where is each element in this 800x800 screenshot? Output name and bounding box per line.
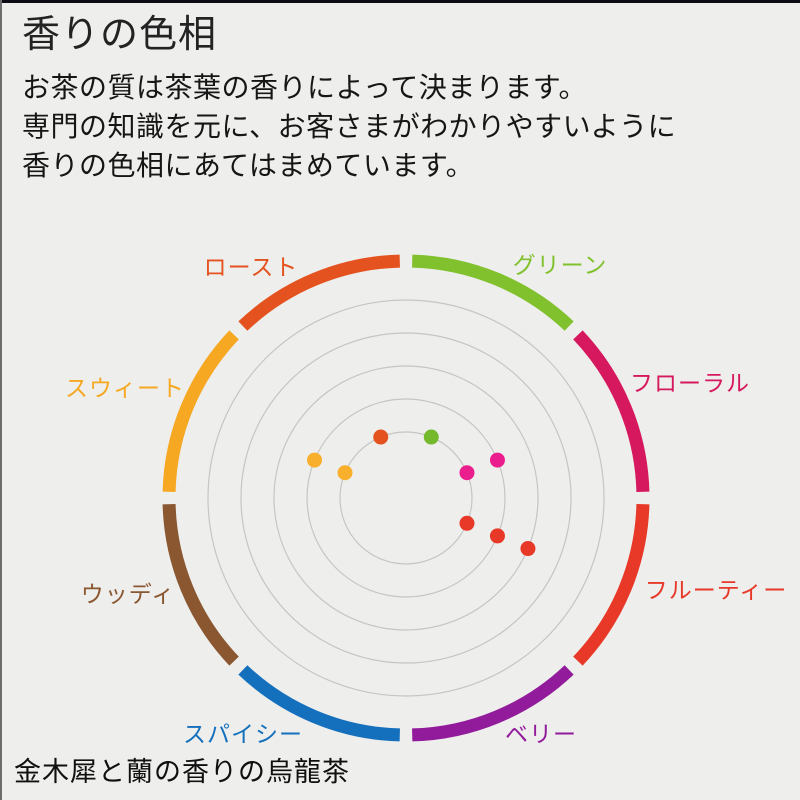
sector-arc-berry bbox=[412, 665, 574, 742]
sector-dot-green bbox=[423, 429, 439, 445]
sector-arc-sweet bbox=[162, 330, 239, 492]
description-line-3: 香りの色相にあてはまめています。 bbox=[22, 150, 475, 181]
grid-ring bbox=[339, 431, 473, 565]
sector-arc-fruity bbox=[573, 504, 650, 666]
description-line-1: お茶の質は茶葉の香りによって決まります。 bbox=[22, 72, 587, 103]
sector-label-fruity: フルーティー bbox=[644, 577, 788, 603]
screen-left-edge bbox=[0, 0, 2, 800]
grid-ring bbox=[240, 332, 572, 664]
sector-arc-spicy bbox=[238, 665, 400, 742]
grid-ring bbox=[207, 299, 605, 697]
product-caption: 金木犀と蘭の香りの烏龍茶 bbox=[14, 757, 350, 787]
sector-dot-fruity bbox=[520, 541, 536, 557]
sector-dot-sweet bbox=[307, 452, 323, 468]
page-title: 香りの色相 bbox=[22, 14, 218, 56]
screen-top-edge bbox=[0, 0, 800, 3]
sector-label-floral: フローラル bbox=[630, 370, 750, 396]
sector-label-green: グリーン bbox=[512, 252, 608, 278]
page-description: お茶の質は茶葉の香りによって決まります。 専門の知識を元に、お客さまがわかりやす… bbox=[22, 68, 762, 185]
description-line-2: 専門の知識を元に、お客さまがわかりやすいように bbox=[22, 111, 677, 142]
sector-label-roast: ロースト bbox=[203, 254, 299, 280]
sector-arc-green bbox=[412, 254, 574, 331]
sector-label-berry: ベリー bbox=[505, 721, 577, 747]
sector-arc-woody bbox=[162, 504, 239, 666]
grid-ring bbox=[306, 398, 506, 598]
sector-dot-fruity bbox=[489, 528, 505, 544]
sector-dot-floral bbox=[459, 465, 475, 481]
sector-dot-roast bbox=[373, 429, 389, 445]
sector-label-woody: ウッディ bbox=[80, 581, 176, 607]
sector-arc-floral bbox=[573, 330, 650, 492]
grid-ring bbox=[273, 365, 539, 631]
sector-arc-roast bbox=[238, 254, 400, 331]
sector-label-sweet: スウィート bbox=[65, 375, 185, 401]
header: 香りの色相 お茶の質は茶葉の香りによって決まります。 専門の知識を元に、お客さま… bbox=[22, 12, 762, 185]
sector-dot-fruity bbox=[459, 515, 475, 531]
sector-dot-sweet bbox=[337, 465, 353, 481]
sector-dot-floral bbox=[489, 452, 505, 468]
sector-label-spicy: スパイシー bbox=[183, 721, 303, 747]
